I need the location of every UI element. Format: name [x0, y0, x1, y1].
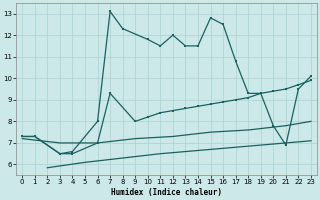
X-axis label: Humidex (Indice chaleur): Humidex (Indice chaleur): [111, 188, 222, 197]
